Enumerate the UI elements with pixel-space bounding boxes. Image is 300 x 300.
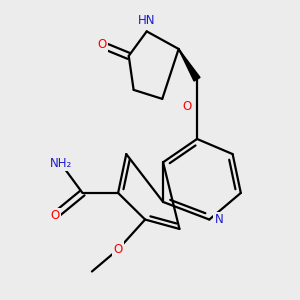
Text: HN: HN	[138, 14, 155, 27]
Polygon shape	[178, 49, 200, 81]
Text: O: O	[97, 38, 106, 51]
Text: NH₂: NH₂	[50, 157, 72, 170]
Text: O: O	[50, 209, 60, 222]
Text: N: N	[214, 213, 224, 226]
Text: O: O	[182, 100, 191, 113]
Text: O: O	[113, 243, 123, 256]
